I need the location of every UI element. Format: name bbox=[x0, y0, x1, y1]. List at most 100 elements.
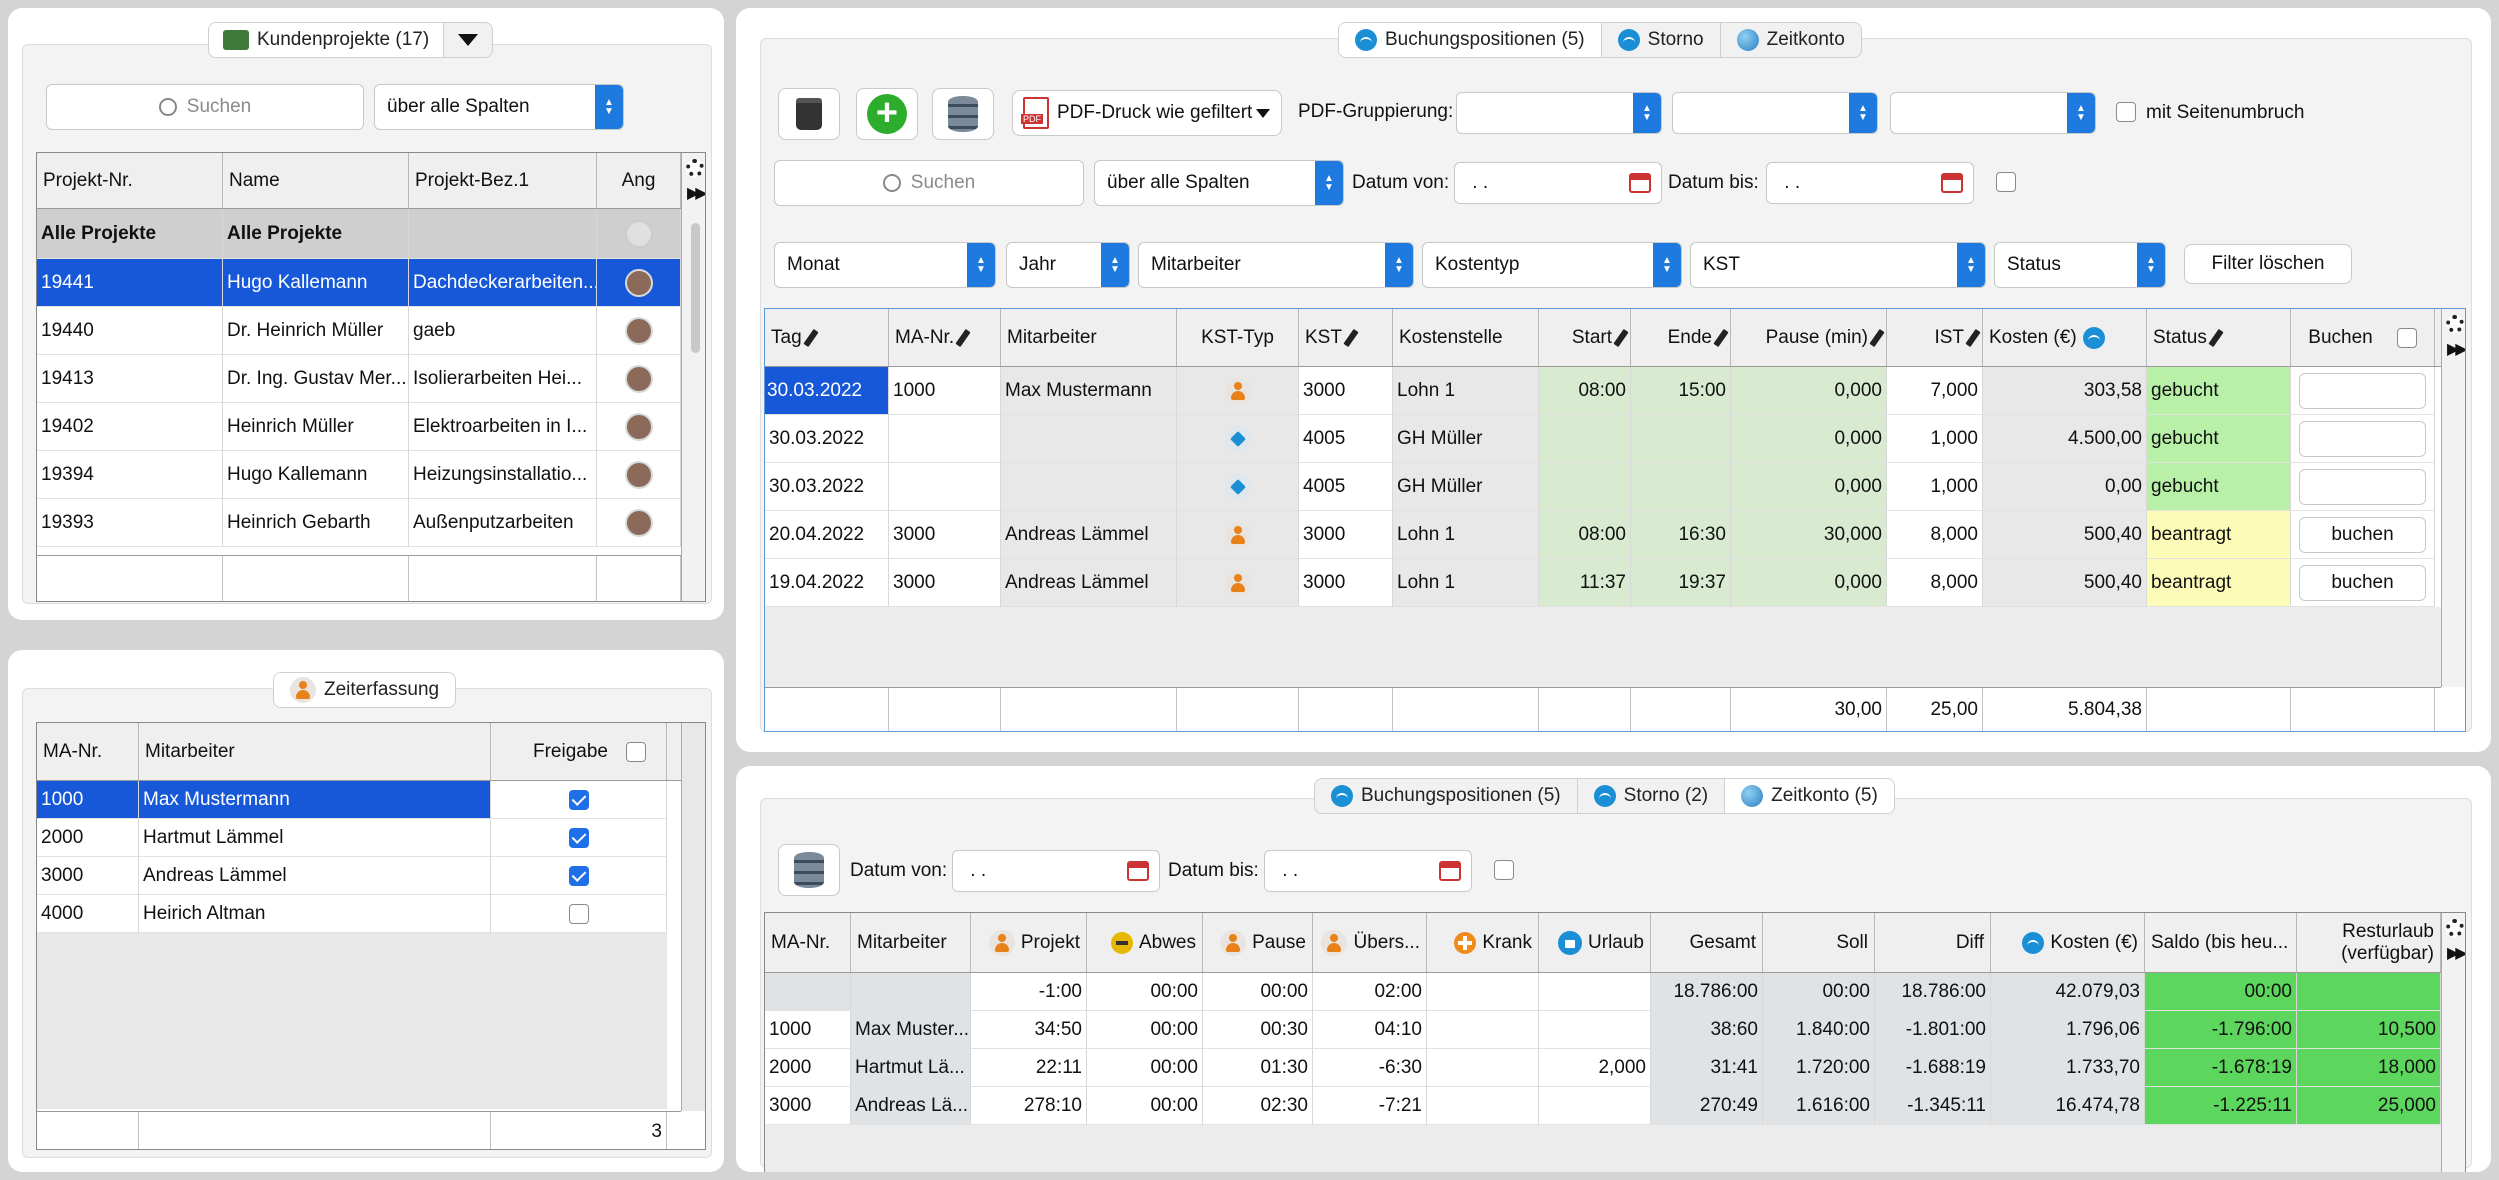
calendar-icon[interactable] bbox=[1941, 173, 1963, 193]
col-header-ende[interactable]: Ende bbox=[1631, 309, 1731, 366]
filter-jahr[interactable]: Jahr ▲ ▼ bbox=[1006, 242, 1130, 288]
col-header-ueber[interactable]: Übers... bbox=[1313, 913, 1427, 972]
col-header[interactable]: Projekt-Nr. bbox=[37, 153, 223, 208]
buchen-button[interactable] bbox=[2299, 372, 2426, 409]
table-row[interactable]: 30.03.2022 1000 Max Mustermann 3000 Lohn… bbox=[765, 367, 2441, 415]
date-filter-checkbox[interactable] bbox=[1494, 860, 1514, 880]
calendar-icon[interactable] bbox=[1629, 173, 1651, 193]
date-filter-checkbox[interactable] bbox=[1996, 172, 2016, 192]
grouping-select-1[interactable]: ▲ ▼ bbox=[1456, 92, 1662, 134]
col-header[interactable]: MA-Nr. bbox=[765, 913, 851, 972]
col-header-pause[interactable]: Pause (min) bbox=[1731, 309, 1887, 366]
projects-search-input[interactable]: Suchen bbox=[46, 84, 364, 130]
table-row[interactable]: 19394 Hugo Kallemann Heizungsinstallatio… bbox=[37, 451, 681, 499]
table-row[interactable]: Alle Projekte Alle Projekte bbox=[37, 209, 681, 259]
bookings-search-input[interactable]: Suchen bbox=[774, 160, 1084, 206]
buchen-all-checkbox[interactable] bbox=[2396, 327, 2417, 348]
table-row[interactable]: 19413 Dr. Ing. Gustav Mer... Isolierarbe… bbox=[37, 355, 681, 403]
filter-kst[interactable]: KST ▲ ▼ bbox=[1690, 242, 1986, 288]
col-header[interactable]: Soll bbox=[1763, 913, 1875, 972]
buchen-button[interactable]: buchen bbox=[2299, 516, 2426, 553]
tab-buchungspositionen[interactable]: Buchungspositionen (5) bbox=[1315, 779, 1578, 813]
col-header-kosten[interactable]: Kosten (€) bbox=[1991, 913, 2145, 972]
col-header[interactable]: Mitarbeiter bbox=[851, 913, 971, 972]
date-from-input[interactable]: . . bbox=[1454, 162, 1662, 204]
cell[interactable]: 30.03.2022 bbox=[765, 367, 889, 415]
freigabe-all-checkbox[interactable] bbox=[626, 741, 646, 762]
buchen-button[interactable] bbox=[2299, 420, 2426, 457]
col-header[interactable]: Projekt-Bez.1 bbox=[409, 153, 597, 208]
table-row[interactable]: 2000 Hartmut Lämmel bbox=[37, 819, 667, 857]
table-row[interactable]: 19393 Heinrich Gebarth Außenputzarbeiten bbox=[37, 499, 681, 547]
gear-icon[interactable] bbox=[2446, 315, 2464, 333]
table-row[interactable]: 19.04.2022 3000 Andreas Lämmel 3000 Lohn… bbox=[765, 559, 2441, 607]
freigabe-checkbox[interactable] bbox=[568, 865, 589, 886]
filter-status[interactable]: Status ▲ ▼ bbox=[1994, 242, 2166, 288]
freigabe-checkbox[interactable] bbox=[568, 827, 589, 848]
col-header-abwes[interactable]: Abwes bbox=[1087, 913, 1203, 972]
col-header-status[interactable]: Status bbox=[2147, 309, 2291, 366]
table-row[interactable]: 19402 Heinrich Müller Elektroarbeiten in… bbox=[37, 403, 681, 451]
col-header-pause[interactable]: Pause bbox=[1203, 913, 1313, 972]
table-row[interactable]: -1:00 00:00 00:00 02:00 18.786:00 00:00 … bbox=[765, 973, 2441, 1011]
col-header-kostenstelle[interactable]: Kostenstelle bbox=[1393, 309, 1539, 366]
delete-button[interactable] bbox=[778, 88, 840, 140]
table-row[interactable]: 30.03.2022 4005 GH Müller 0,000 1,000 4.… bbox=[765, 415, 2441, 463]
tab-storno[interactable]: Storno bbox=[1602, 23, 1721, 57]
col-header-kosten[interactable]: Kosten (€) bbox=[1983, 309, 2147, 366]
tab-zeitkonto[interactable]: Zeitkonto bbox=[1721, 23, 1861, 57]
freigabe-checkbox[interactable] bbox=[568, 903, 589, 924]
database-refresh-button[interactable] bbox=[778, 844, 840, 896]
gear-icon[interactable] bbox=[686, 159, 704, 177]
col-header-ist[interactable]: IST bbox=[1887, 309, 1983, 366]
filter-mitarbeiter[interactable]: Mitarbeiter ▲ ▼ bbox=[1138, 242, 1414, 288]
projects-dropdown-button[interactable] bbox=[444, 23, 492, 57]
col-header[interactable]: Resturlaub (verfügbar) bbox=[2297, 913, 2441, 972]
add-button[interactable]: + bbox=[856, 88, 918, 140]
col-header-projekt[interactable]: Projekt bbox=[971, 913, 1087, 972]
buchen-button[interactable]: buchen bbox=[2299, 564, 2426, 601]
tab-zeitkonto[interactable]: Zeitkonto (5) bbox=[1725, 779, 1894, 813]
filter-kostentyp[interactable]: Kostentyp ▲ ▼ bbox=[1422, 242, 1682, 288]
col-header-mitarbeiter[interactable]: Mitarbeiter bbox=[1001, 309, 1177, 366]
col-header[interactable]: Gesamt bbox=[1651, 913, 1763, 972]
calendar-icon[interactable] bbox=[1439, 861, 1461, 881]
date-from-input[interactable]: . . bbox=[952, 850, 1160, 892]
pdf-print-select[interactable]: PDF PDF-Druck wie gefiltert bbox=[1012, 90, 1282, 136]
col-header-kst-typ[interactable]: KST-Typ bbox=[1177, 309, 1299, 366]
col-header[interactable]: Saldo (bis heu... bbox=[2145, 913, 2297, 972]
projects-scope-select[interactable]: über alle Spalten ▲ ▼ bbox=[374, 84, 624, 130]
col-header-krank[interactable]: Krank bbox=[1427, 913, 1539, 972]
col-header-kst[interactable]: KST bbox=[1299, 309, 1393, 366]
tab-buchungspositionen[interactable]: Buchungspositionen (5) bbox=[1339, 23, 1602, 57]
date-to-input[interactable]: . . bbox=[1766, 162, 1974, 204]
table-row[interactable]: 3000 Andreas Lämmel bbox=[37, 857, 667, 895]
table-row[interactable]: 3000 Andreas Lä... 278:10 00:00 02:30 -7… bbox=[765, 1087, 2441, 1125]
table-row[interactable]: 30.03.2022 4005 GH Müller 0,000 1,000 0,… bbox=[765, 463, 2441, 511]
col-header[interactable]: Name bbox=[223, 153, 409, 208]
table-row[interactable]: 2000 Hartmut Lä... 22:11 00:00 01:30 -6:… bbox=[765, 1049, 2441, 1087]
fast-forward-icon[interactable]: ▶▶ bbox=[687, 185, 705, 202]
col-header[interactable]: Ang bbox=[597, 153, 681, 208]
col-header[interactable]: Freigabe bbox=[491, 723, 667, 780]
grouping-select-3[interactable]: ▲ ▼ bbox=[1890, 92, 2096, 134]
gear-icon[interactable] bbox=[2446, 919, 2464, 937]
col-header[interactable]: Diff bbox=[1875, 913, 1991, 972]
table-row[interactable]: 19441 Hugo Kallemann Dachdeckerarbeiten.… bbox=[37, 259, 681, 307]
fast-forward-icon[interactable]: ▶▶ bbox=[2447, 945, 2465, 962]
col-header[interactable]: Mitarbeiter bbox=[139, 723, 491, 780]
clear-filter-button[interactable]: Filter löschen bbox=[2184, 244, 2352, 284]
table-row[interactable]: 20.04.2022 3000 Andreas Lämmel 3000 Lohn… bbox=[765, 511, 2441, 559]
tab-zeiterfassung[interactable]: Zeiterfassung bbox=[274, 673, 456, 707]
grouping-select-2[interactable]: ▲ ▼ bbox=[1672, 92, 1878, 134]
table-row[interactable]: 1000 Max Mustermann bbox=[37, 781, 667, 819]
calendar-icon[interactable] bbox=[1127, 861, 1149, 881]
buchen-button[interactable] bbox=[2299, 468, 2426, 505]
col-header-tag[interactable]: Tag bbox=[765, 309, 889, 366]
table-row[interactable]: 1000 Max Muster... 34:50 00:00 00:30 04:… bbox=[765, 1011, 2441, 1049]
col-header[interactable]: MA-Nr. bbox=[37, 723, 139, 780]
bookings-scope-select[interactable]: über alle Spalten ▲ ▼ bbox=[1094, 160, 1344, 206]
col-header-urlaub[interactable]: Urlaub bbox=[1539, 913, 1651, 972]
table-row[interactable]: 4000 Heirich Altman bbox=[37, 895, 667, 933]
date-to-input[interactable]: . . bbox=[1264, 850, 1472, 892]
